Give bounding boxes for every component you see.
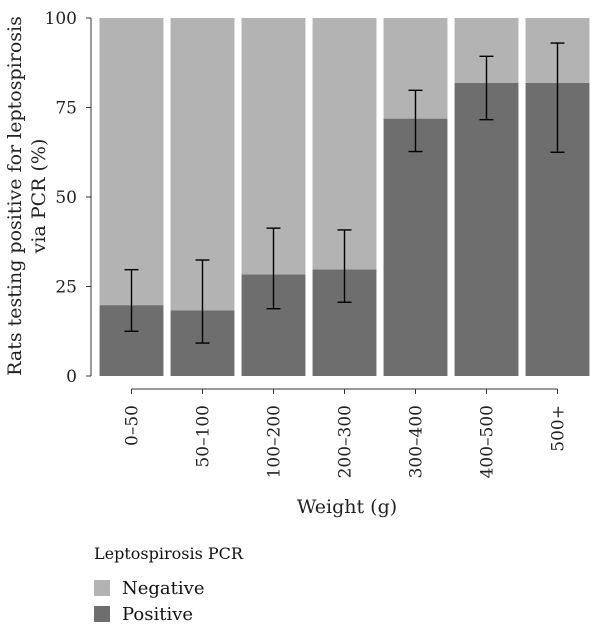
legend-item-negative: Negative — [94, 575, 243, 601]
x-tick-label-2: 50–100 — [194, 405, 214, 468]
legend-swatch-positive — [94, 606, 110, 622]
x-tick-label-3: 100–200 — [265, 405, 285, 478]
legend: Leptospirosis PCR Negative Positive — [94, 544, 243, 627]
x-tick-label-7: 500+ — [549, 405, 569, 452]
bar-positive-6 — [454, 82, 519, 376]
bar-negative-4 — [312, 18, 377, 270]
y-axis-label-line-2: via PCR (%) — [28, 139, 50, 255]
legend-item-positive: Positive — [94, 601, 243, 627]
y-tick-label-25: 25 — [55, 278, 77, 298]
stacked-bar-chart: 0 25 50 75 100 0–50 50–100 100–200 200–300 300–4… — [4, 9, 590, 518]
y-ticks: 0 25 50 75 100 — [45, 9, 91, 387]
y-tick-label-100: 100 — [45, 9, 77, 29]
bar-negative-1 — [99, 18, 164, 306]
y-axis-label-line-1: Rats testing positive for leptospirosis — [4, 16, 26, 376]
legend-label-negative: Negative — [122, 577, 205, 599]
legend-label-positive: Positive — [122, 603, 194, 625]
x-ticks: 0–50 50–100 100–200 200–300 300–400 400–500 50… — [123, 389, 569, 478]
x-tick-label-6: 400–500 — [478, 405, 498, 478]
y-tick-label-0: 0 — [66, 367, 77, 387]
x-tick-label-1: 0–50 — [123, 405, 143, 446]
error-bars-layer — [124, 42, 565, 344]
x-tick-label-5: 300–400 — [407, 405, 427, 478]
y-tick-label-75: 75 — [55, 99, 77, 119]
bar-positive-5 — [383, 118, 448, 377]
x-tick-label-4: 200–300 — [336, 405, 356, 478]
x-axis-label: Weight (g) — [297, 496, 397, 518]
legend-swatch-negative — [94, 580, 110, 596]
y-tick-label-50: 50 — [55, 188, 77, 208]
legend-title: Leptospirosis PCR — [94, 544, 243, 563]
bars-layer — [99, 18, 590, 377]
